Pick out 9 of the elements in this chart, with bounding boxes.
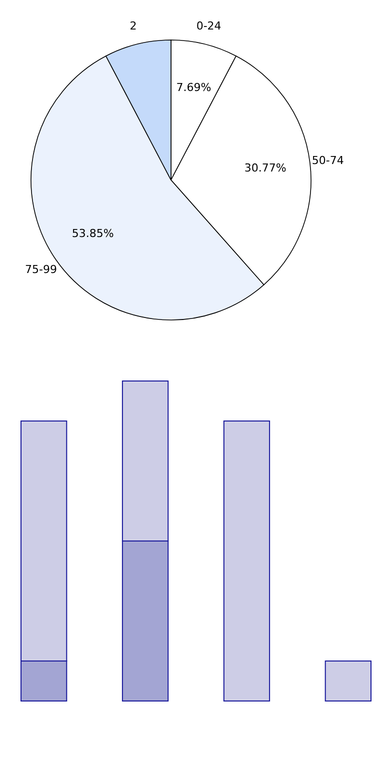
bar <box>324 660 372 702</box>
bar <box>223 420 270 702</box>
data-label: 30.77% <box>244 162 286 175</box>
data-label: 7.69% <box>176 80 212 94</box>
slice-label: 50-74 <box>312 154 344 167</box>
slice-label: 75-99 <box>24 262 57 276</box>
slice-label: 0-24 <box>196 20 222 33</box>
slice-label: 2 <box>130 20 137 33</box>
data-label: 53.85% <box>72 226 114 240</box>
